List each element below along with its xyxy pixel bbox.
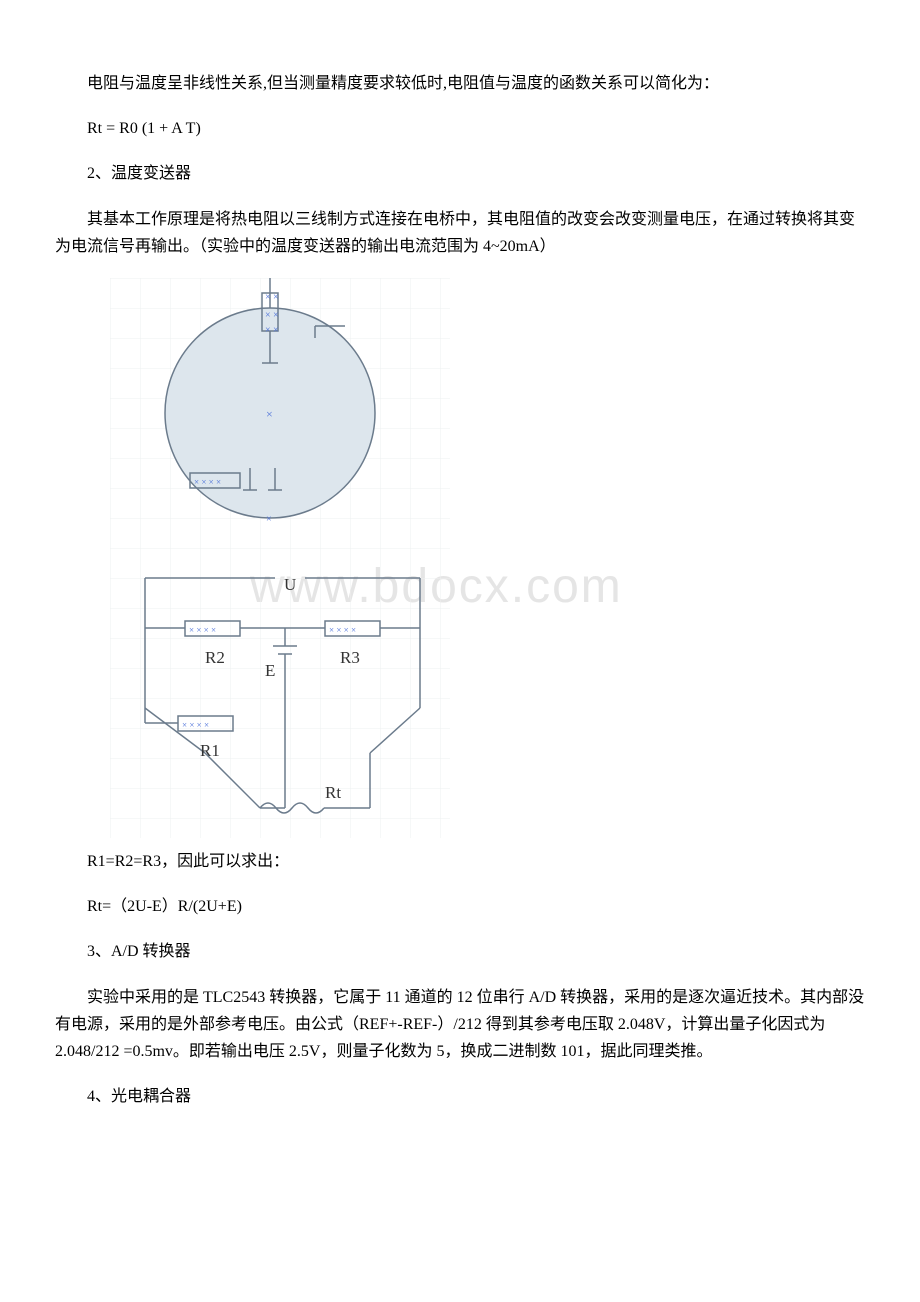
- svg-text:×: ×: [273, 310, 279, 321]
- formula-r1r2r3: R1=R2=R3，因此可以求出：: [87, 848, 865, 875]
- label-R2: R2: [205, 648, 225, 667]
- heading-2: 2、温度变送器: [87, 160, 865, 187]
- svg-text:× × × ×: × × × ×: [329, 625, 356, 635]
- label-E: E: [265, 661, 275, 680]
- svg-text:× × × ×: × × × ×: [194, 477, 221, 487]
- svg-text:×: ×: [265, 310, 271, 321]
- paragraph-1: 电阻与温度呈非线性关系,但当测量精度要求较低时,电阻值与温度的函数关系可以简化为…: [55, 70, 865, 97]
- svg-text:× × × ×: × × × ×: [182, 720, 209, 730]
- paragraph-3: 实验中采用的是 TLC2543 转换器，它属于 11 通道的 12 位串行 A/…: [55, 984, 865, 1066]
- label-Rt: Rt: [325, 783, 341, 802]
- paragraph-2: 其基本工作原理是将热电阻以三线制方式连接在电桥中，其电阻值的改变会改变测量电压，…: [55, 206, 865, 260]
- svg-text:×: ×: [265, 292, 271, 303]
- heading-3: 3、A/D 转换器: [87, 938, 865, 965]
- svg-text:× × × ×: × × × ×: [189, 625, 216, 635]
- label-U: U: [284, 575, 296, 594]
- formula-rt-r0: Rt = R0 (1 + A T): [87, 115, 865, 142]
- svg-text:×: ×: [273, 292, 279, 303]
- svg-text:×: ×: [273, 325, 279, 336]
- svg-text:×: ×: [266, 514, 272, 525]
- formula-rt: Rt=（2U-E）R/(2U+E): [87, 893, 865, 920]
- heading-4: 4、光电耦合器: [87, 1083, 865, 1110]
- diagram-container: www.bdocx.com × × × × × × × × × × ×: [110, 278, 865, 838]
- bridge-diagram: × × × × × × × × × × × × U: [110, 278, 450, 838]
- label-R3: R3: [340, 648, 360, 667]
- svg-text:×: ×: [266, 407, 273, 421]
